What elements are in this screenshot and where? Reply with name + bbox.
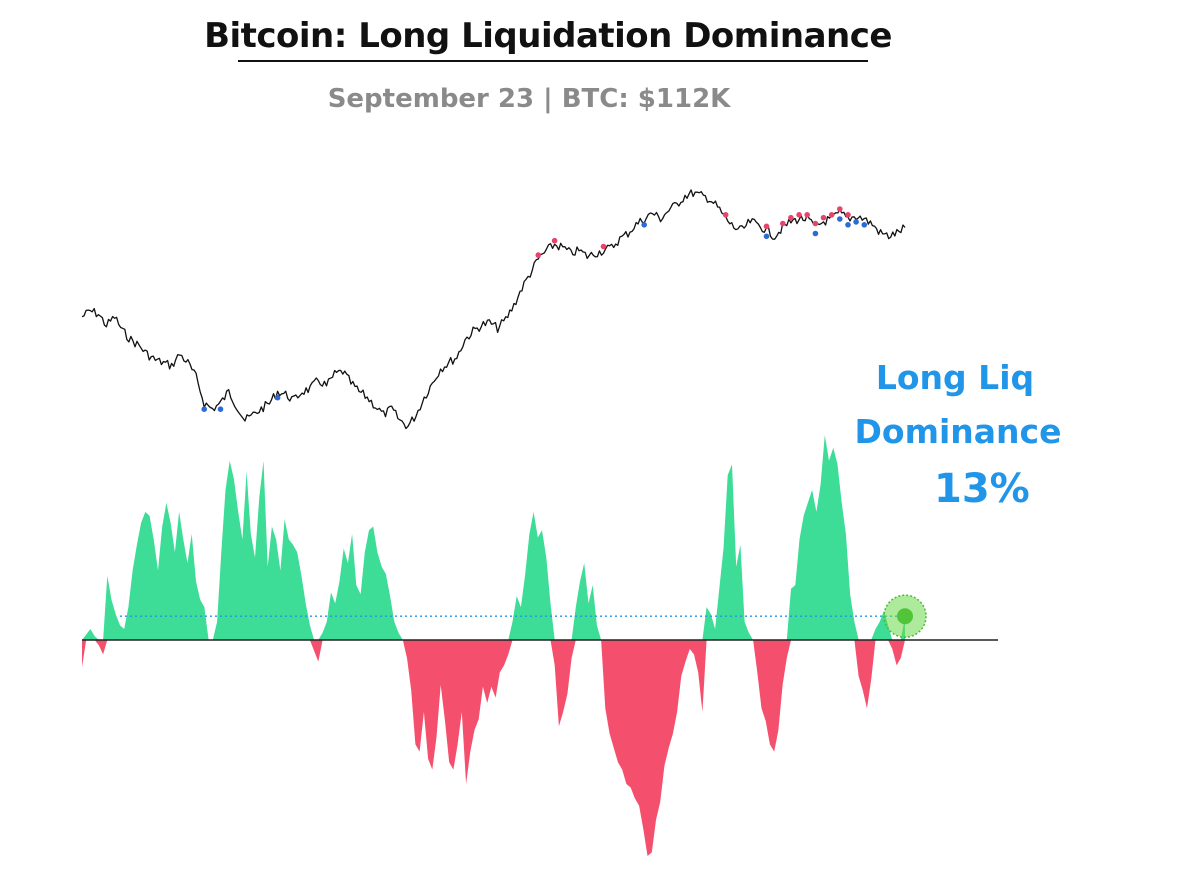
short-liq-marker bbox=[845, 212, 851, 218]
short-liq-marker bbox=[828, 212, 835, 218]
short-liq-marker bbox=[796, 212, 802, 218]
long-liq-marker bbox=[201, 406, 207, 413]
short-liq-marker bbox=[837, 206, 843, 212]
long-liq-marker bbox=[861, 222, 868, 228]
chart-subtitle: September 23 | BTC: $112K bbox=[327, 84, 731, 114]
long-liq-marker bbox=[274, 394, 281, 401]
callout-label-line2: Dominance bbox=[854, 412, 1062, 451]
long-liq-marker bbox=[837, 216, 843, 222]
long-liq-marker bbox=[853, 219, 859, 225]
long-liq-marker bbox=[763, 233, 770, 240]
dominance-positive-area bbox=[82, 435, 905, 640]
short-liq-marker bbox=[804, 212, 810, 218]
short-liq-marker bbox=[535, 252, 542, 258]
short-liq-marker bbox=[820, 214, 827, 221]
callout-label-line1: Long Liq bbox=[875, 358, 1035, 397]
long-liq-marker bbox=[812, 230, 819, 237]
short-liq-marker bbox=[600, 243, 607, 250]
current-value-dot bbox=[897, 608, 913, 625]
long-liq-marker bbox=[845, 222, 851, 228]
short-liq-marker bbox=[812, 220, 819, 227]
dominance-negative-area bbox=[82, 640, 905, 856]
short-liq-marker bbox=[780, 220, 786, 227]
long-liq-marker bbox=[641, 222, 647, 228]
short-liq-marker bbox=[788, 214, 794, 221]
chart-title: Bitcoin: Long Liquidation Dominance bbox=[204, 16, 892, 56]
long-liq-marker bbox=[217, 406, 224, 413]
short-liq-marker bbox=[763, 223, 770, 230]
callout-value: 13% bbox=[934, 466, 1030, 512]
short-liq-marker bbox=[551, 237, 558, 244]
title-underline bbox=[238, 60, 868, 62]
short-liq-marker bbox=[722, 212, 729, 218]
